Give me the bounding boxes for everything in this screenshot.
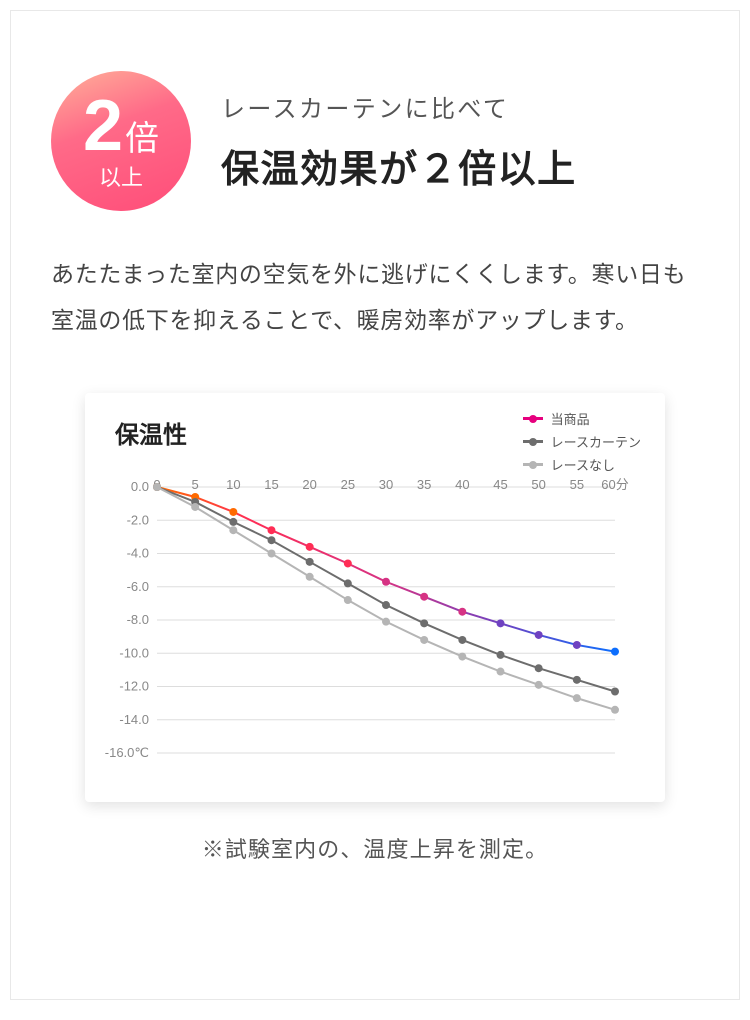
legend-row: レースカーテン: [523, 432, 641, 451]
main-frame: 2 倍 以上 レースカーテンに比べて 保温効果が２倍以上 あたたまった室内の空気…: [10, 10, 740, 1000]
series-marker-none: [191, 503, 199, 511]
badge-bai: 倍: [125, 111, 159, 160]
x-tick-label: 5: [192, 477, 199, 492]
series-marker-product: [611, 648, 619, 656]
series-marker-product: [268, 526, 276, 534]
y-tick-label: -8.0: [127, 612, 149, 627]
series-marker-lace: [573, 676, 581, 684]
series-marker-product: [382, 578, 390, 586]
series-marker-none: [535, 681, 543, 689]
y-tick-label: -2.0: [127, 512, 149, 527]
y-tick-label: -10.0: [119, 645, 149, 660]
series-marker-none: [611, 706, 619, 714]
headlines: レースカーテンに比べて 保温効果が２倍以上: [221, 89, 699, 193]
series-marker-product: [306, 543, 314, 551]
series-marker-lace: [420, 619, 428, 627]
chart-svg: 0.0 -2.0 -4.0 -6.0 -8.0 -10.0 -12.0 -14.0 -16.0℃…: [105, 477, 645, 777]
badge-number: 2: [83, 90, 123, 162]
x-tick-label: 15: [264, 477, 278, 492]
series-marker-product: [497, 619, 505, 627]
legend-label: レースカーテン: [551, 432, 641, 451]
series-marker-none: [458, 653, 466, 661]
multiplier-badge: 2 倍 以上: [51, 71, 191, 211]
series-marker-lace: [268, 536, 276, 544]
chart-title: 保温性: [115, 415, 187, 450]
y-tick-label: -12.0: [119, 679, 149, 694]
series-marker-none: [344, 596, 352, 604]
y-tick-label: -6.0: [127, 579, 149, 594]
chart-card: 保温性 当商品レースカーテンレースなし 0.0 -2.0 -4.0 -6.0 -8.0 -…: [85, 393, 665, 802]
chart-legend: 当商品レースカーテンレースなし: [523, 409, 641, 478]
kicker: レースカーテンに比べて: [221, 89, 699, 124]
badge-top: 2 倍: [83, 90, 159, 162]
x-tick-label: 50: [531, 477, 545, 492]
footnote: ※試験室内の、温度上昇を測定。: [51, 832, 699, 864]
x-tick-label: 45: [493, 477, 507, 492]
x-tick-label: 55: [570, 477, 584, 492]
series-marker-none: [229, 526, 237, 534]
series-marker-lace: [458, 636, 466, 644]
x-tick-label: 40: [455, 477, 469, 492]
legend-swatch: [523, 417, 543, 420]
series-marker-product: [458, 608, 466, 616]
series-marker-none: [420, 636, 428, 644]
series-marker-none: [153, 483, 161, 491]
series-marker-none: [497, 668, 505, 676]
legend-swatch: [523, 440, 543, 443]
series-line-lace: [157, 487, 615, 691]
series-marker-lace: [344, 579, 352, 587]
legend-row: レースなし: [523, 455, 641, 474]
series-marker-product: [420, 593, 428, 601]
headline: 保温効果が２倍以上: [221, 138, 699, 193]
series-marker-product: [229, 508, 237, 516]
y-tick-label: -14.0: [119, 712, 149, 727]
series-marker-product: [535, 631, 543, 639]
series-marker-lace: [382, 601, 390, 609]
series-marker-product: [573, 641, 581, 649]
y-tick-label: -16.0℃: [105, 745, 149, 760]
y-tick-label: 0.0: [131, 479, 149, 494]
x-tick-label: 10: [226, 477, 240, 492]
legend-label: レースなし: [551, 455, 615, 474]
legend-swatch: [523, 463, 543, 466]
legend-label: 当商品: [551, 409, 590, 428]
series-marker-none: [573, 694, 581, 702]
x-tick-label: 25: [341, 477, 355, 492]
x-tick-label: 35: [417, 477, 431, 492]
x-tick-label: 20: [302, 477, 316, 492]
series-marker-lace: [611, 687, 619, 695]
series-marker-lace: [229, 518, 237, 526]
y-tick-label: -4.0: [127, 546, 149, 561]
x-tick-label: 30: [379, 477, 393, 492]
series-marker-product: [344, 559, 352, 567]
badge-sub: 以上: [99, 160, 143, 192]
series-marker-lace: [306, 558, 314, 566]
legend-row: 当商品: [523, 409, 641, 428]
series-marker-lace: [497, 651, 505, 659]
series-marker-none: [306, 573, 314, 581]
body-text: あたたまった室内の空気を外に逃げにくくします。寒い日も室温の低下を抑えることで、…: [51, 251, 699, 343]
series-line-product: [157, 487, 615, 652]
x-tick-label: 60分: [601, 477, 628, 492]
chart-area: 0.0 -2.0 -4.0 -6.0 -8.0 -10.0 -12.0 -14.0 -16.0℃…: [105, 477, 645, 782]
hero-row: 2 倍 以上 レースカーテンに比べて 保温効果が２倍以上: [51, 71, 699, 211]
series-marker-none: [382, 618, 390, 626]
series-marker-none: [268, 550, 276, 558]
series-marker-lace: [535, 664, 543, 672]
